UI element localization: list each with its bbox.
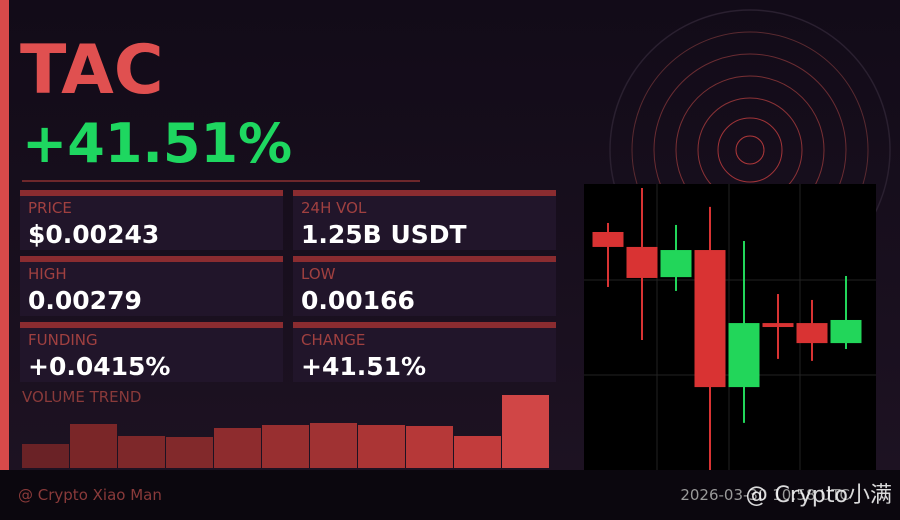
stats: PRICE $0.00243 24H VOL 1.25B USDT HIGH 0.0027…	[20, 190, 556, 382]
change: +41.51%	[22, 112, 292, 175]
stat-value: +0.0415%	[28, 352, 170, 381]
stat-value: 0.00166	[301, 286, 415, 315]
stat-card	[293, 196, 556, 250]
volume-chart	[22, 395, 549, 468]
volume-bar	[166, 437, 213, 468]
stat-label: HIGH	[28, 265, 67, 283]
stat-card	[293, 328, 556, 382]
candle-body	[762, 323, 794, 328]
stat-card-bar	[293, 256, 556, 262]
volume-bar	[118, 436, 165, 468]
accent-bar	[0, 0, 9, 470]
volume-bar	[406, 426, 453, 468]
candle-grid	[584, 184, 876, 470]
stat-label: 24H VOL	[301, 199, 367, 217]
symbol: TAC	[20, 31, 164, 110]
stat-value: $0.00243	[28, 220, 159, 249]
stat-card-bar	[20, 322, 283, 328]
candle-body	[660, 250, 692, 278]
watermark: @ Crypto小满	[746, 483, 892, 508]
stat-label: PRICE	[28, 199, 72, 217]
ring	[735, 135, 765, 165]
candle-body	[728, 323, 760, 388]
candle-body	[626, 246, 658, 278]
stat-label: CHANGE	[301, 331, 365, 349]
volume-bar	[310, 423, 357, 468]
author: @ Crypto Xiao Man	[18, 486, 162, 504]
candle-body	[830, 319, 862, 344]
timestamp: 2026-03-30 10:58 UTC	[680, 486, 850, 504]
stat-value: +41.51%	[301, 352, 426, 381]
volume-bar	[262, 425, 309, 468]
stat-label: FUNDING	[28, 331, 98, 349]
volume-bar	[454, 436, 501, 468]
volume-bar	[214, 428, 261, 468]
stat-card	[293, 262, 556, 316]
footer-band	[0, 470, 900, 520]
candle-body	[592, 231, 624, 247]
stat-card-bar	[20, 190, 283, 196]
candle-chart	[592, 188, 862, 470]
stat-value: 0.00279	[28, 286, 142, 315]
volume-bar	[70, 424, 117, 468]
candle-body	[694, 250, 726, 388]
volume-bar	[502, 395, 549, 468]
stat-value: 1.25B USDT	[301, 220, 467, 249]
volume-title: VOLUME TREND	[22, 388, 141, 406]
candle-body	[796, 323, 828, 344]
stat-card	[20, 262, 283, 316]
volume-bar	[22, 444, 69, 468]
stat-card-bar	[293, 322, 556, 328]
stat-card-bar	[20, 256, 283, 262]
stat-card-bar	[293, 190, 556, 196]
stat-card	[20, 328, 283, 382]
volume-bar	[358, 425, 405, 468]
ring	[717, 117, 783, 183]
stat-label: LOW	[301, 265, 336, 283]
stat-card	[20, 196, 283, 250]
